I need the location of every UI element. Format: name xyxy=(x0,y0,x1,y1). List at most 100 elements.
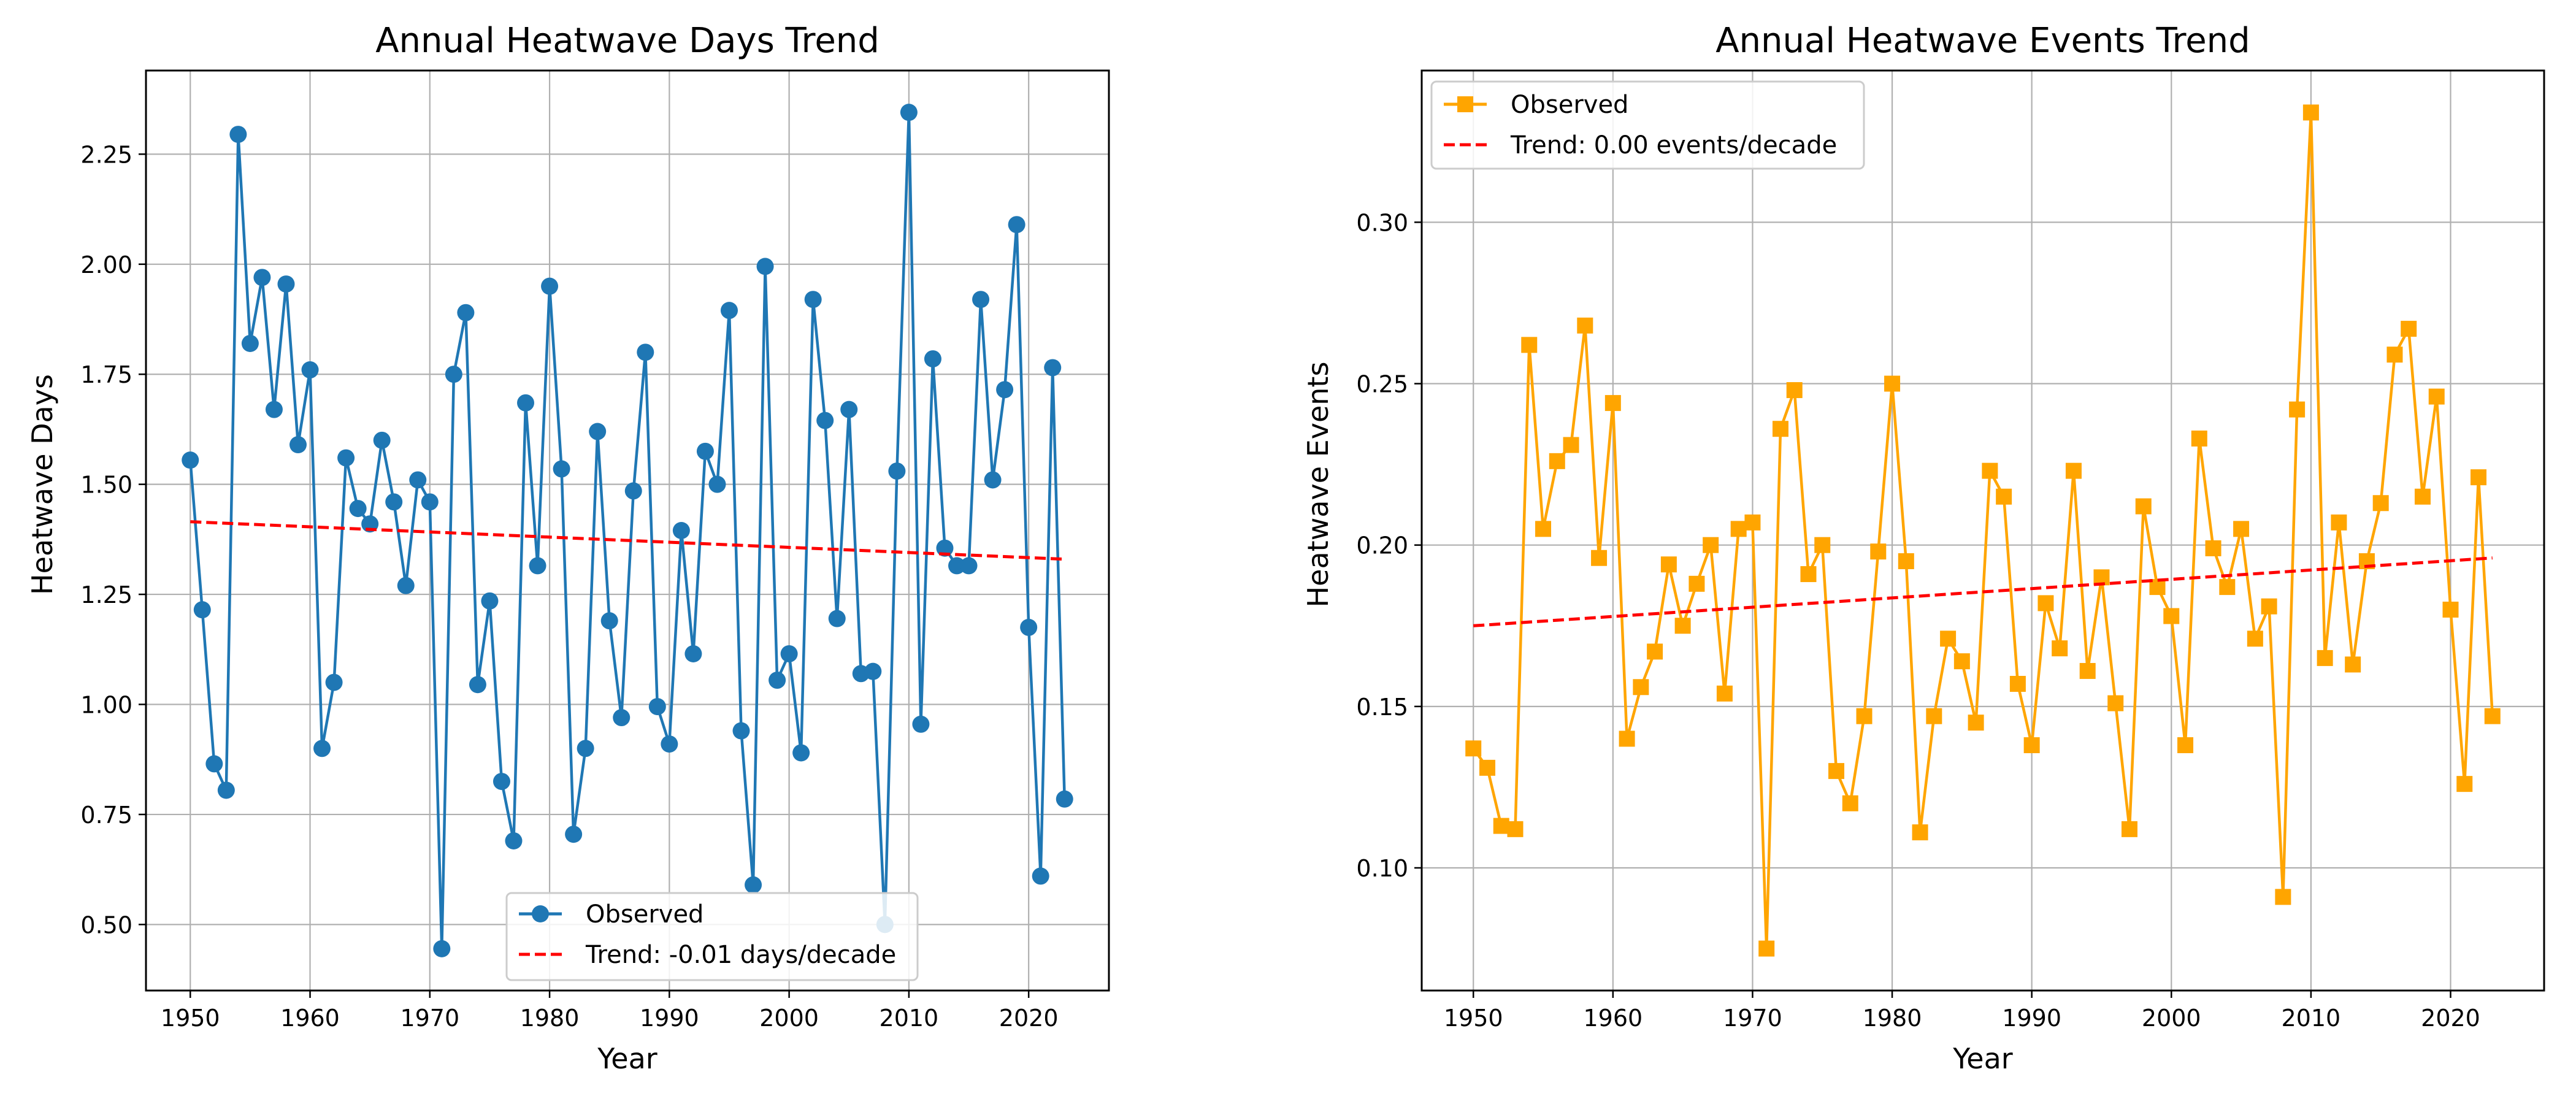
x-tick-label: 1950 xyxy=(161,1005,220,1032)
data-point xyxy=(1674,618,1691,634)
data-point xyxy=(648,698,666,716)
data-point xyxy=(816,412,834,429)
x-tick-label: 2010 xyxy=(880,1005,939,1032)
data-point xyxy=(1982,462,1998,479)
data-point xyxy=(553,460,570,478)
data-point xyxy=(421,493,439,511)
data-point xyxy=(2471,469,2487,486)
data-point xyxy=(517,394,535,412)
y-tick-label: 0.20 xyxy=(1356,532,1408,559)
y-tick-label: 1.75 xyxy=(80,361,132,388)
x-tick-label: 1970 xyxy=(1723,1005,1782,1032)
data-point xyxy=(1772,421,1788,437)
data-point xyxy=(2414,488,2431,505)
data-point xyxy=(2345,656,2361,673)
data-point xyxy=(1996,488,2012,505)
data-point xyxy=(2317,650,2333,666)
legend-label-observed: Observed xyxy=(586,900,703,929)
data-point xyxy=(2428,388,2445,405)
legend-item-trend: Trend: -0.01 days/decade xyxy=(519,941,896,969)
data-point xyxy=(2023,737,2040,753)
data-point xyxy=(1056,790,1073,808)
data-point xyxy=(1884,375,1901,392)
legend-label-trend: Trend: -0.01 days/decade xyxy=(585,941,896,969)
x-tick-label: 1980 xyxy=(520,1005,580,1032)
data-point xyxy=(2191,431,2207,447)
legend-item-trend: Trend: 0.00 events/decade xyxy=(1444,131,1837,159)
data-point xyxy=(2079,662,2096,679)
data-point xyxy=(1828,763,1845,780)
data-point xyxy=(2289,401,2306,418)
data-point xyxy=(948,557,966,575)
data-point xyxy=(732,722,750,740)
y-tick-label: 1.25 xyxy=(80,581,132,608)
data-point xyxy=(253,269,271,286)
data-point xyxy=(1535,521,1552,537)
data-point xyxy=(864,662,882,680)
data-point xyxy=(1730,521,1747,537)
data-point xyxy=(1493,818,1509,834)
y-tick-label: 0.75 xyxy=(80,802,132,829)
x-tick-label: 1990 xyxy=(640,1005,699,1032)
legend-box xyxy=(505,892,919,981)
data-point xyxy=(2401,321,2417,337)
x-tick-label: 1960 xyxy=(1583,1005,1643,1032)
data-point xyxy=(1563,437,1579,453)
data-point xyxy=(2177,737,2194,753)
data-point xyxy=(780,645,798,662)
y-tick-label: 0.30 xyxy=(1356,209,1408,236)
legend-label-trend: Trend: 0.00 events/decade xyxy=(1510,131,1837,159)
x-tick-label: 1980 xyxy=(1863,1005,1922,1032)
legend-label-observed: Observed xyxy=(1511,91,1628,119)
data-point xyxy=(493,773,510,791)
data-point xyxy=(1703,537,1719,553)
x-tick-label: 2000 xyxy=(759,1005,819,1032)
data-point xyxy=(349,500,367,518)
data-point xyxy=(600,612,618,630)
data-point xyxy=(840,401,858,418)
data-point xyxy=(193,601,211,619)
data-point xyxy=(745,876,762,894)
chart-title: Annual Heatwave Days Trend xyxy=(375,21,880,61)
data-point xyxy=(1465,740,1482,757)
data-point xyxy=(2135,498,2152,515)
data-point xyxy=(241,334,259,352)
data-point xyxy=(1689,575,1705,592)
y-tick-label: 0.50 xyxy=(80,911,132,938)
grid-lines xyxy=(1422,71,2544,991)
data-point xyxy=(2456,776,2473,792)
data-point xyxy=(1521,337,1538,353)
data-point xyxy=(1800,566,1817,583)
data-point xyxy=(505,832,523,849)
data-point xyxy=(1786,382,1803,399)
data-point xyxy=(1577,317,1593,334)
data-point xyxy=(217,781,235,799)
data-point xyxy=(2205,540,2221,556)
data-point xyxy=(684,645,702,662)
data-point xyxy=(1870,543,1887,560)
data-point xyxy=(2233,521,2250,537)
plot-frame xyxy=(145,69,1110,992)
data-point xyxy=(2261,598,2277,615)
data-point xyxy=(205,755,223,773)
chart-heatwave-days: Annual Heatwave Days Trend Year Heatwave… xyxy=(26,21,1110,1075)
data-point xyxy=(624,482,642,500)
data-point xyxy=(996,381,1014,399)
data-point xyxy=(1591,550,1608,566)
series-layer xyxy=(182,104,1073,957)
data-point xyxy=(481,592,499,610)
data-point xyxy=(2219,579,2236,596)
trend-line xyxy=(190,520,1065,561)
data-point xyxy=(2386,347,2403,363)
data-point xyxy=(229,126,247,144)
data-point xyxy=(756,258,774,275)
data-point xyxy=(2052,640,2068,657)
y-tick-label: 1.50 xyxy=(80,472,132,499)
data-point xyxy=(1020,618,1038,636)
data-point xyxy=(565,826,583,843)
data-point xyxy=(792,744,810,762)
data-point xyxy=(1940,631,1957,647)
x-axis-label: Year xyxy=(1952,1042,2012,1075)
data-point xyxy=(529,557,546,575)
